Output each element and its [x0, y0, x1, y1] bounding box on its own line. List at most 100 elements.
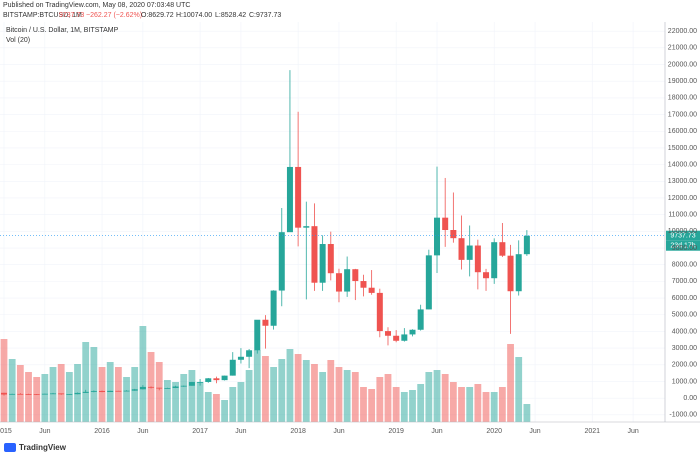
candle-body: [352, 269, 359, 282]
candle-body: [360, 281, 367, 288]
volume-bar: [245, 370, 253, 422]
candle-body: [295, 166, 302, 228]
volume-bar: [409, 390, 416, 422]
x-tick-label: Jun: [529, 428, 540, 435]
candle-body: [344, 269, 351, 292]
volume-bar: [490, 392, 498, 422]
volume-bar: [360, 387, 367, 422]
y-tick-label: 6000.00: [672, 295, 697, 302]
candle-body: [197, 381, 204, 383]
volume-bar: [433, 370, 441, 422]
volume-legend: Vol (20): [6, 37, 30, 44]
candle-body: [237, 356, 244, 360]
candle-body: [172, 386, 179, 389]
candle-body: [523, 235, 530, 255]
countdown-box: [666, 240, 700, 251]
volume-bar: [449, 382, 457, 422]
last-price-box: [666, 230, 700, 241]
y-tick-label: 11000.00: [668, 212, 697, 219]
overlay-layer: 9737.73 23d 17h: [0, 230, 700, 251]
candle-body: [254, 319, 261, 351]
volume-bar: [384, 374, 392, 422]
last: 9737.73: [59, 12, 84, 19]
candle-body: [262, 319, 269, 326]
y-tick-label: 9000.00: [672, 245, 697, 252]
volume-bar: [302, 360, 310, 422]
x-tick-label: 2017: [192, 428, 208, 435]
change: −262.27 (−2.62%): [86, 12, 142, 19]
high: H:10074.00: [176, 12, 212, 19]
candle-body: [483, 272, 490, 279]
candle-body: [139, 386, 146, 390]
candle-body: [17, 393, 24, 395]
candle-body: [213, 378, 220, 381]
candle-body: [311, 226, 318, 283]
x-tick-label: 2021: [584, 428, 600, 435]
y-tick-label: 15000.00: [668, 145, 697, 152]
y-tick-label: 8000.00: [672, 262, 697, 269]
candle-body: [99, 390, 106, 393]
candle-body: [270, 290, 277, 326]
y-tick-label: 17000.00: [668, 111, 697, 118]
volume-bar: [474, 384, 482, 422]
volume-bar: [294, 354, 302, 422]
volume-bar: [180, 374, 188, 422]
y-tick-label: 10000.00: [668, 228, 697, 235]
volume-bar: [164, 380, 171, 422]
volume-bar: [523, 404, 531, 422]
volume-bar: [425, 372, 433, 422]
candle-body: [384, 331, 391, 336]
volume-bar: [507, 344, 514, 422]
y-tick-label: 12000.00: [668, 195, 697, 202]
candle-body: [148, 386, 155, 388]
volume-bar: [278, 359, 286, 422]
volume-bar: [335, 367, 343, 422]
x-tick-label: 2018: [290, 428, 306, 435]
candle-body: [458, 238, 465, 260]
candle-body: [450, 230, 457, 239]
volume-bar: [343, 370, 351, 422]
volume-bar: [90, 347, 98, 422]
candle-body: [74, 392, 81, 395]
candle-body: [417, 309, 424, 330]
candle-body: [425, 255, 432, 310]
volume-bar: [25, 372, 32, 422]
y-tick-label: 16000.00: [668, 128, 697, 135]
volume-bar: [262, 356, 269, 422]
candle-body: [33, 394, 40, 396]
x-tick-label: 2015: [0, 428, 12, 435]
volume-bar: [327, 360, 335, 422]
volume-bar: [237, 382, 245, 422]
candle-body: [50, 393, 57, 395]
volume-bar: [82, 342, 90, 422]
countdown: 23d 17h: [670, 243, 695, 250]
volume-bar: [41, 374, 49, 422]
candle-body: [327, 244, 334, 274]
candle-body: [409, 329, 416, 335]
volume-bar: [270, 367, 278, 422]
volume-bar: [515, 357, 523, 422]
volume-bar: [204, 392, 212, 422]
y-tick-label: 19000.00: [668, 78, 697, 85]
volume-bar: [417, 384, 425, 422]
y-tick-label: 22000.00: [668, 28, 697, 35]
y-tick-label: -1000.00: [669, 412, 697, 419]
symbol: BITSTAMP:BTCUSD, 1M: [3, 12, 82, 19]
published: Published on TradingView.com, May 08, 20…: [3, 2, 190, 9]
volume-bar: [8, 359, 16, 422]
candle-body: [368, 287, 375, 293]
y-tick-label: 7000.00: [672, 278, 697, 285]
volume-bar: [466, 387, 474, 422]
volume-bar: [155, 362, 163, 422]
open: O:8629.72: [141, 12, 174, 19]
y-tick-label: 21000.00: [668, 45, 697, 52]
volume-bar: [376, 377, 384, 422]
candle-body: [164, 388, 171, 389]
x-tick-label: Jun: [137, 428, 148, 435]
candle-body: [507, 255, 514, 292]
y-tick-label: 5000.00: [672, 312, 697, 319]
candle-body: [25, 394, 32, 395]
volume-bar: [98, 367, 106, 422]
candle-body: [246, 350, 253, 357]
